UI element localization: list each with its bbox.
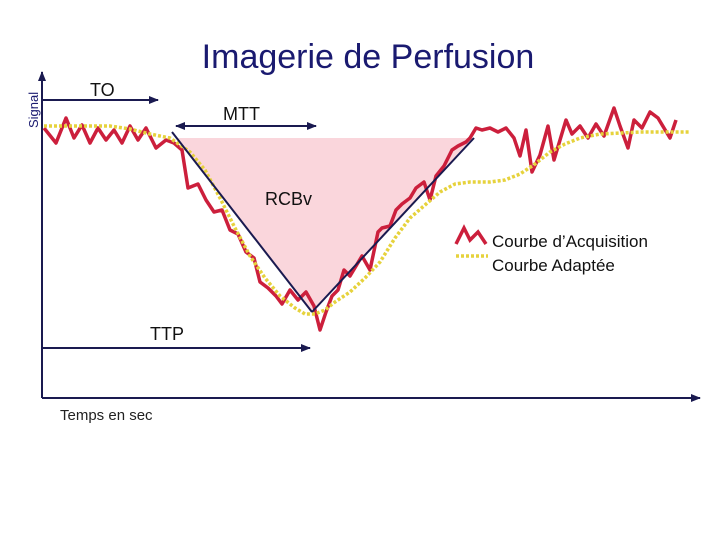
y-axis-label: Signal — [26, 92, 41, 128]
mtt-label: MTT — [223, 104, 260, 124]
ttp-label: TTP — [150, 324, 184, 344]
legend-adapted-label: Courbe Adaptée — [492, 256, 615, 275]
triangle-left-edge — [171, 131, 313, 313]
to-label: TO — [90, 80, 115, 100]
triangle-right-edge — [311, 137, 475, 313]
rcbv-area — [178, 138, 474, 312]
diagram-title: Imagerie de Perfusion — [202, 38, 535, 76]
legend-acquisition-swatch — [454, 224, 488, 245]
x-axis-label: Temps en sec — [60, 407, 153, 424]
legend-acquisition-label: Courbe d’Acquisition — [492, 232, 648, 251]
rcbv-label: RCBv — [265, 189, 312, 209]
adapted-curve — [44, 124, 690, 316]
acquisition-curve — [42, 106, 678, 332]
